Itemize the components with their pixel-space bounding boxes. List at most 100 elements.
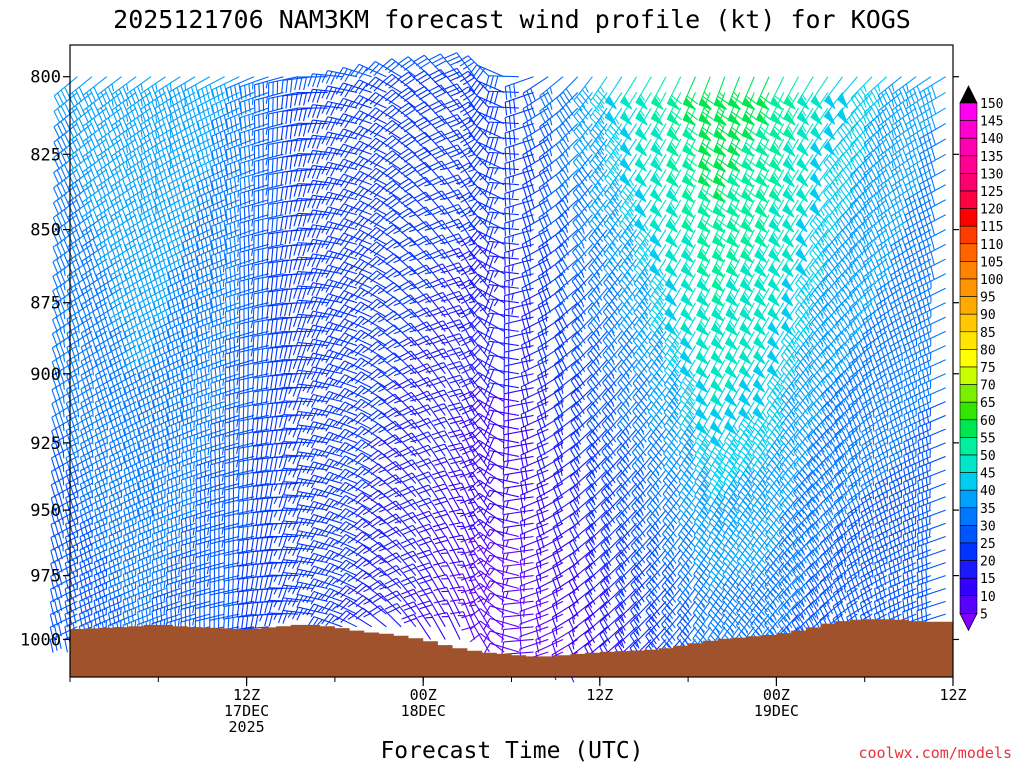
wind-barb bbox=[82, 76, 108, 108]
wind-barb bbox=[96, 153, 122, 185]
wind-barb bbox=[153, 243, 181, 272]
colorbar-label: 145 bbox=[980, 115, 1003, 130]
wind-barb bbox=[124, 287, 152, 317]
wind-barb bbox=[49, 626, 78, 653]
colorbar-swatch bbox=[959, 525, 978, 544]
wind-barb bbox=[138, 330, 166, 359]
wind-barb bbox=[96, 123, 122, 154]
colorbar-swatch bbox=[959, 313, 978, 333]
wind-barb bbox=[151, 587, 181, 612]
y-tick-label: 975 bbox=[30, 567, 61, 587]
wind-barb bbox=[51, 330, 78, 361]
wind-barb bbox=[239, 76, 269, 100]
wind-barb bbox=[80, 428, 108, 457]
colorbar-swatch bbox=[959, 190, 978, 209]
wind-barb bbox=[109, 330, 137, 360]
wind-barb bbox=[182, 123, 211, 151]
wind-barb bbox=[181, 359, 211, 385]
wind-barb bbox=[51, 359, 78, 389]
wind-barb bbox=[82, 91, 108, 124]
wind-barb bbox=[123, 522, 152, 549]
wind-barb bbox=[109, 373, 137, 402]
colorbar-swatch bbox=[959, 489, 978, 509]
wind-barb bbox=[209, 442, 240, 465]
wind-barb bbox=[81, 214, 108, 245]
y-tick-label: 825 bbox=[30, 145, 61, 165]
wind-barb bbox=[111, 138, 137, 169]
wind-barb bbox=[123, 401, 152, 429]
wind-barb bbox=[80, 330, 108, 360]
wind-barb bbox=[152, 330, 181, 358]
colorbar-label: 100 bbox=[980, 273, 1003, 288]
wind-barb bbox=[80, 302, 108, 332]
wind-barb bbox=[94, 373, 122, 402]
wind-barb bbox=[80, 401, 108, 430]
colorbar-bottom-arrow bbox=[959, 613, 978, 632]
colorbar-label: 70 bbox=[980, 379, 996, 394]
wind-barb bbox=[53, 76, 78, 109]
wind-barb bbox=[197, 107, 225, 135]
colorbar-swatch bbox=[959, 173, 978, 192]
wind-barb bbox=[94, 428, 122, 457]
colorbar-label: 55 bbox=[980, 431, 996, 446]
colorbar-label: 50 bbox=[980, 449, 996, 464]
wind-barb bbox=[79, 588, 108, 615]
wind-barb bbox=[137, 562, 166, 588]
wind-barb bbox=[96, 169, 122, 200]
plot-area bbox=[49, 44, 954, 683]
wind-barb bbox=[52, 287, 78, 318]
wind-barb bbox=[108, 600, 137, 627]
wind-barb bbox=[139, 229, 166, 258]
wind-barb bbox=[123, 496, 152, 523]
x-tick-label: 12Z bbox=[586, 686, 613, 704]
colorbar-label: 130 bbox=[980, 167, 1003, 182]
wind-barb bbox=[166, 496, 196, 521]
wind-barb bbox=[166, 469, 196, 494]
wind-barb bbox=[195, 345, 225, 370]
wind-barb bbox=[52, 258, 78, 289]
credit-text: coolwx.com/models bbox=[858, 744, 1012, 762]
wind-barb bbox=[51, 316, 78, 347]
wind-barb bbox=[167, 345, 196, 372]
wind-barb bbox=[122, 549, 152, 575]
wind-barb bbox=[182, 243, 211, 271]
wind-barbs bbox=[49, 52, 946, 683]
colorbar-swatch bbox=[959, 278, 978, 297]
wind-barb bbox=[211, 169, 240, 195]
wind-barb bbox=[93, 522, 122, 550]
wind-barb bbox=[224, 482, 255, 504]
wind-barb bbox=[123, 509, 152, 536]
wind-barb bbox=[225, 91, 255, 118]
colorbar-label: 80 bbox=[980, 343, 996, 358]
wind-barb bbox=[196, 302, 225, 328]
wind-barb bbox=[108, 455, 137, 484]
wind-barb bbox=[181, 273, 211, 300]
wind-barb bbox=[167, 359, 196, 386]
wind-barb bbox=[52, 229, 78, 260]
wind-barb bbox=[139, 258, 166, 287]
wind-barb bbox=[153, 214, 181, 243]
wind-barb bbox=[110, 229, 137, 259]
wind-barb bbox=[168, 138, 196, 167]
wind-barb bbox=[224, 469, 255, 491]
colorbar-label: 150 bbox=[980, 97, 1003, 112]
wind-barb bbox=[167, 330, 196, 358]
wind-barb bbox=[182, 91, 211, 120]
wind-barb bbox=[81, 287, 108, 318]
wind-barb bbox=[137, 575, 166, 600]
wind-barb bbox=[167, 229, 196, 257]
colorbar-label: 75 bbox=[980, 361, 996, 376]
colorbar-label: 85 bbox=[980, 326, 996, 341]
y-tick-label: 1000 bbox=[20, 630, 61, 650]
wind-barb bbox=[180, 469, 210, 494]
colorbar-swatch bbox=[959, 472, 978, 491]
wind-barb bbox=[137, 496, 166, 522]
wind-barb bbox=[79, 536, 108, 563]
wind-barb bbox=[137, 455, 166, 483]
wind-barb bbox=[93, 600, 122, 627]
colorbar-label: 40 bbox=[980, 484, 996, 499]
wind-barb bbox=[137, 535, 166, 562]
wind-barb bbox=[81, 258, 108, 289]
wind-barb bbox=[196, 273, 225, 299]
wind-barb bbox=[79, 469, 108, 498]
